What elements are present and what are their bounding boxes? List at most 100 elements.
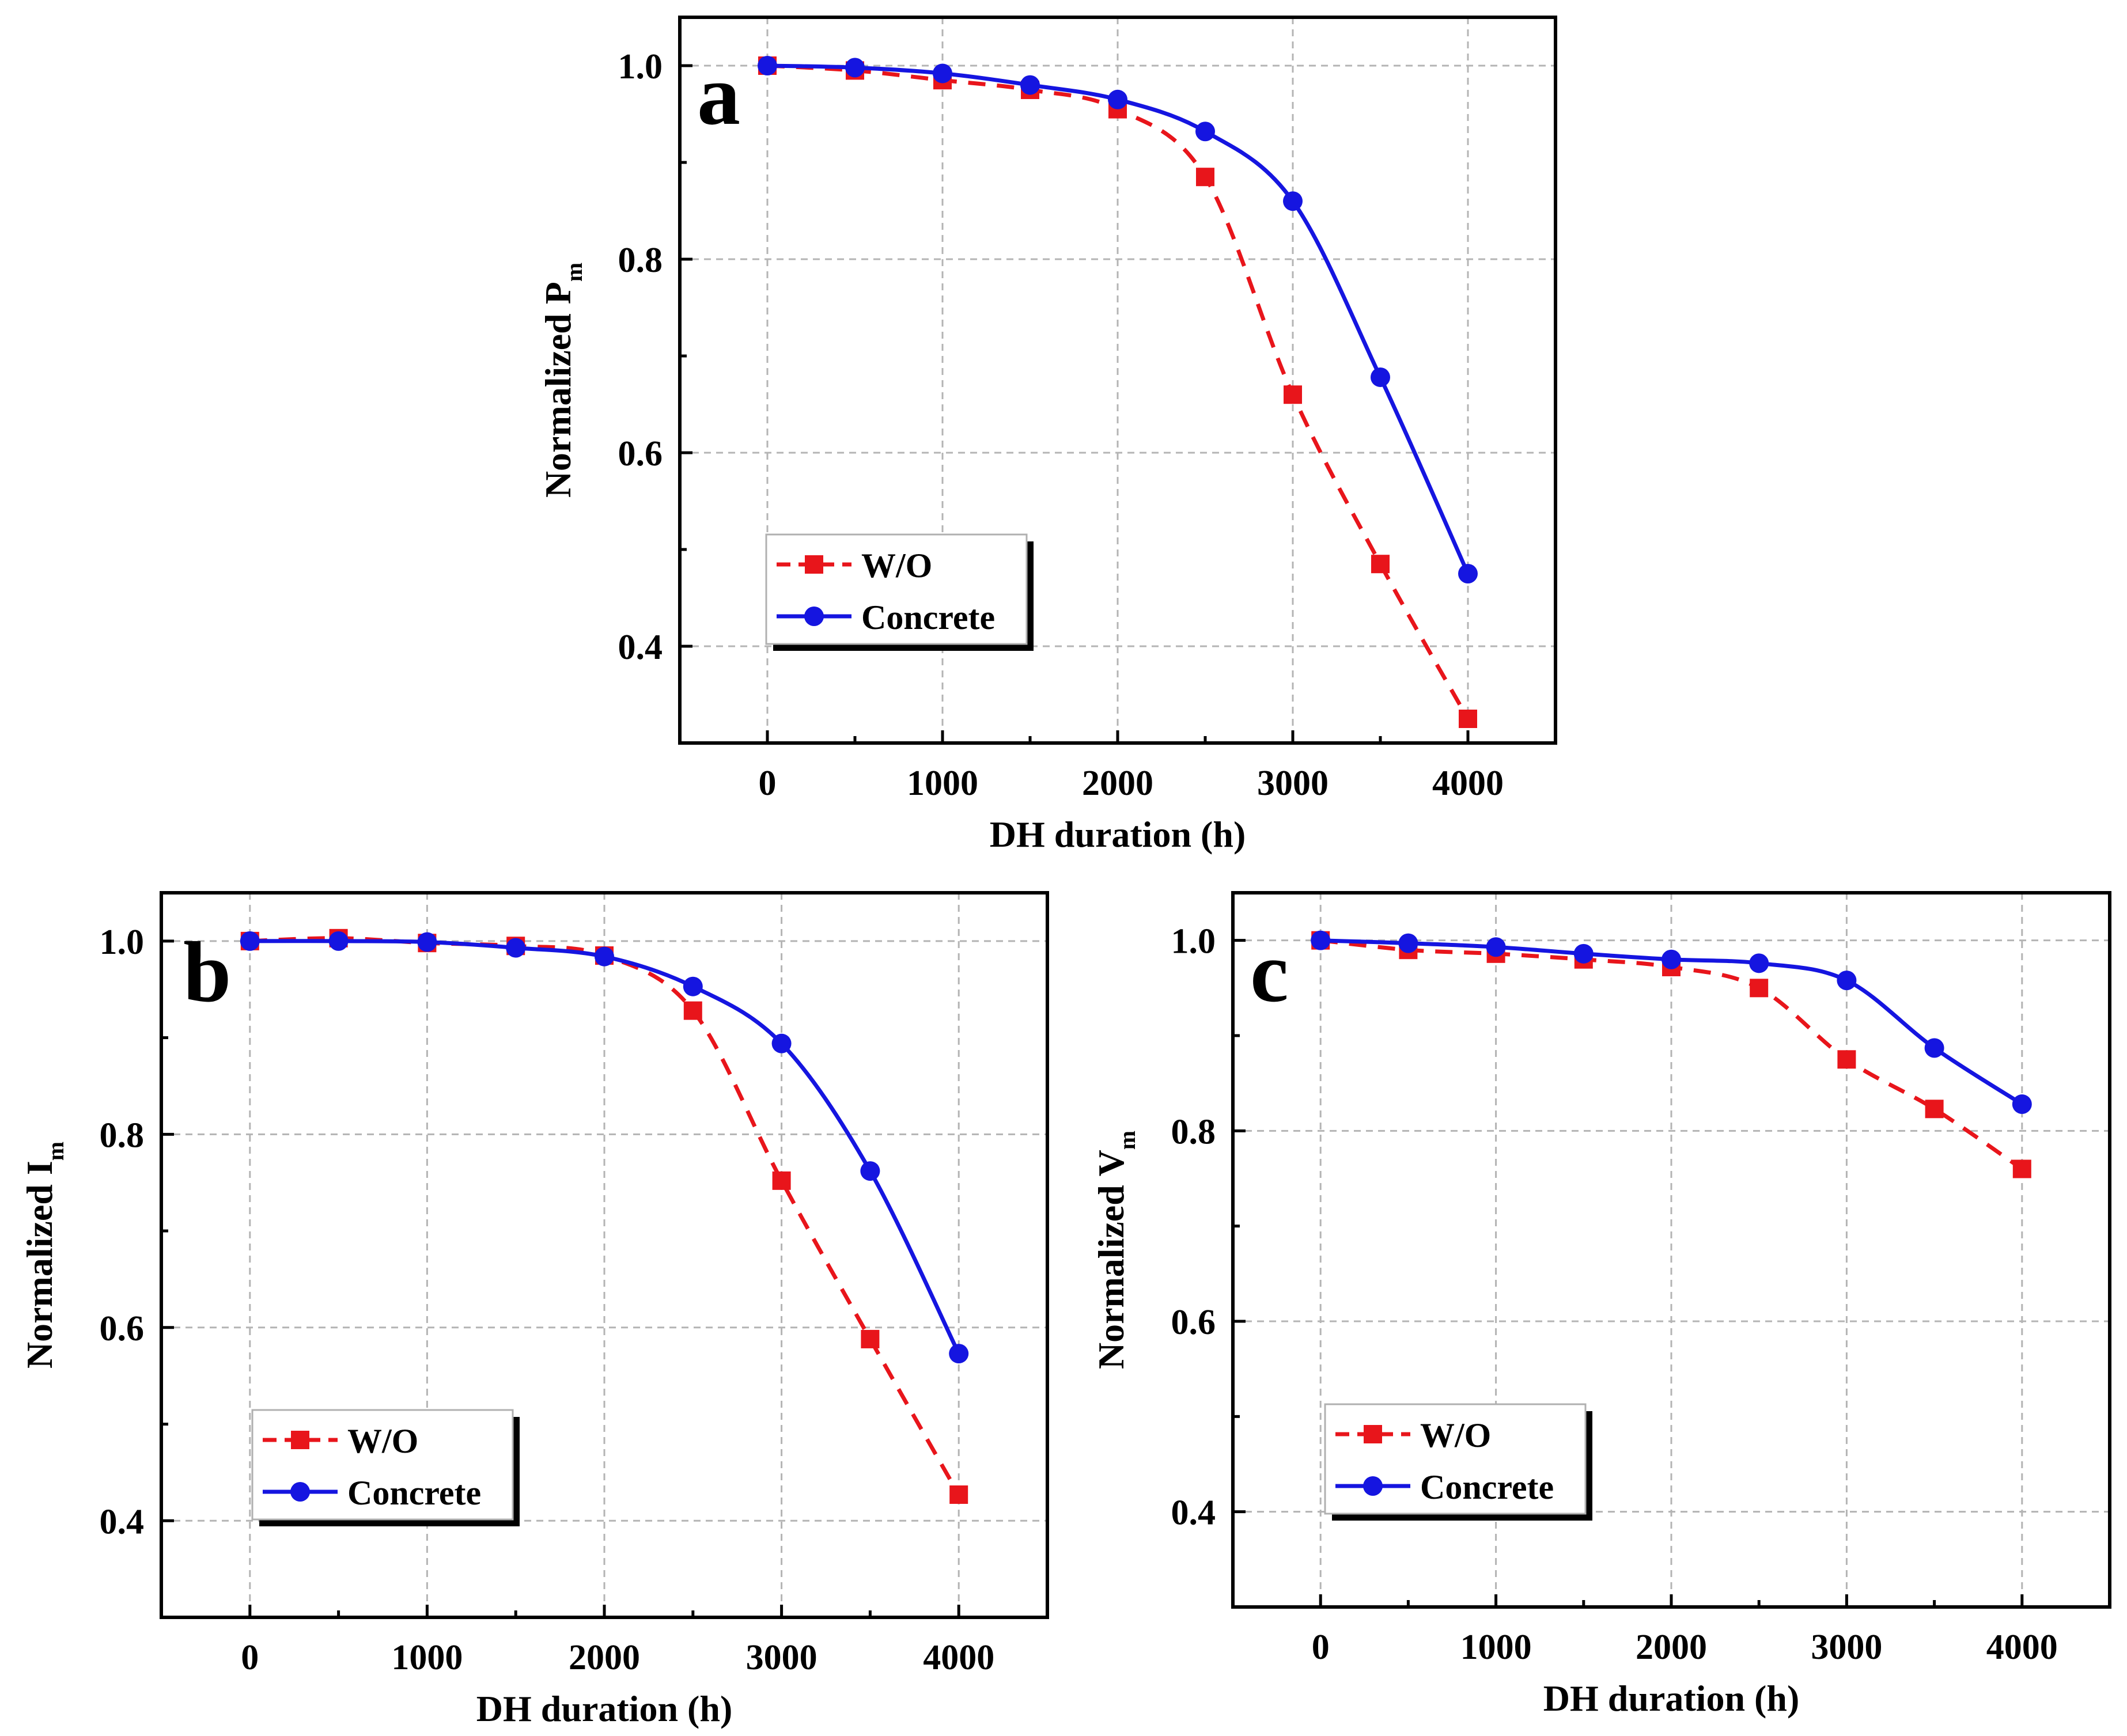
data-point — [949, 1344, 969, 1364]
x-tick-label: 2000 — [1636, 1628, 1707, 1667]
data-point — [417, 932, 437, 952]
data-point — [949, 1485, 968, 1504]
y-tick-label: 0.6 — [618, 434, 663, 473]
data-point — [772, 1171, 791, 1190]
legend-marker — [804, 607, 824, 626]
y-tick-label: 0.8 — [100, 1116, 145, 1155]
data-point — [771, 1033, 792, 1053]
data-point — [1458, 564, 1478, 583]
y-tick-label: 0.8 — [1171, 1112, 1216, 1151]
y-axis-title-main: Normalized P — [538, 282, 578, 498]
data-point — [1371, 555, 1390, 574]
data-point — [1311, 930, 1331, 950]
data-point — [683, 1001, 702, 1020]
data-point — [1459, 710, 1477, 728]
x-tick-label: 2000 — [1082, 764, 1153, 803]
series-line — [249, 936, 961, 1496]
data-point — [1573, 943, 1594, 964]
data-point — [1837, 1050, 1856, 1069]
x-tick-label: 2000 — [569, 1638, 640, 1677]
x-tick-label: 4000 — [1986, 1628, 2058, 1667]
x-tick-label: 4000 — [923, 1638, 994, 1677]
data-point — [861, 1329, 880, 1348]
x-axis-title: DH duration (h) — [476, 1688, 733, 1729]
legend-label: Concrete — [861, 598, 995, 636]
x-tick-label: 0 — [241, 1638, 259, 1677]
chart-panel-c: 0 1000 2000 3000 4000 0.4 0.6 0.8 1.0 DH duration… — [1091, 891, 2111, 1719]
data-point — [933, 63, 952, 84]
data-point — [1371, 367, 1390, 387]
data-point — [683, 976, 703, 996]
panel-letter: c — [1250, 924, 1289, 1020]
data-point — [1486, 937, 1506, 957]
panel-letter: a — [697, 47, 740, 143]
x-axis-title: DH duration (h) — [990, 814, 1246, 855]
data-point — [1196, 168, 1214, 187]
y-tick-label: 1.0 — [618, 47, 663, 86]
legend-label: W/O — [861, 547, 932, 585]
data-point — [2012, 1159, 2031, 1178]
x-tick-label: 3000 — [1257, 764, 1329, 803]
legend-marker — [290, 1482, 310, 1502]
data-point — [758, 56, 777, 75]
x-tick-label: 1000 — [1460, 1628, 1532, 1667]
x-tick-label: 3000 — [746, 1638, 818, 1677]
legend-marker — [1363, 1476, 1383, 1496]
y-axis-title-subscript: m — [43, 1142, 69, 1161]
data-point — [1283, 191, 1303, 211]
chart-panel-b: 0 1000 2000 3000 4000 0.4 0.6 0.8 1.0 DH duration… — [19, 891, 1049, 1729]
series-concrete — [240, 931, 969, 1364]
chart-panel-a: 0 1000 2000 3000 4000 0.4 0.6 0.8 1.0 DH duration… — [538, 16, 1557, 855]
legend: W/O Concrete — [251, 1409, 520, 1526]
data-point — [1662, 949, 1681, 969]
series-concrete — [1311, 930, 2032, 1115]
series-concrete — [758, 56, 1478, 583]
legend-label: Concrete — [347, 1474, 481, 1512]
data-point — [860, 1161, 880, 1181]
data-point — [2012, 1094, 2032, 1115]
y-axis-title-main: Normalized V — [1091, 1150, 1131, 1369]
data-point — [1750, 979, 1769, 998]
y-tick-label: 0.4 — [618, 628, 663, 667]
legend: W/O Concrete — [765, 533, 1034, 651]
legend-marker — [291, 1431, 309, 1449]
x-tick-label: 1000 — [907, 764, 978, 803]
y-axis-title-subscript: m — [1114, 1131, 1140, 1150]
y-tick-label: 1.0 — [100, 923, 145, 962]
y-tick-label: 0.4 — [100, 1502, 145, 1541]
y-tick-label: 0.8 — [618, 241, 663, 280]
data-point — [1925, 1100, 1944, 1119]
y-tick-label: 0.4 — [1171, 1494, 1216, 1533]
x-tick-label: 1000 — [391, 1638, 463, 1677]
legend-box — [251, 1409, 514, 1521]
y-axis-title: Normalized Vm — [1091, 1131, 1140, 1369]
data-point — [1837, 971, 1857, 991]
x-tick-label: 0 — [759, 764, 777, 803]
data-point — [1924, 1038, 1944, 1058]
y-axis-title: Normalized Im — [19, 1142, 69, 1369]
y-tick-label: 0.6 — [100, 1309, 145, 1348]
legend-label: Concrete — [1420, 1468, 1554, 1506]
data-point — [1195, 122, 1215, 142]
legend-marker — [1364, 1425, 1382, 1443]
data-point — [240, 931, 260, 951]
data-point — [845, 58, 865, 78]
y-axis-title: Normalized Pm — [538, 263, 587, 498]
series-line — [767, 63, 1470, 720]
x-tick-label: 4000 — [1432, 764, 1504, 803]
data-point — [328, 931, 349, 951]
data-point — [1749, 953, 1769, 973]
data-point — [1108, 89, 1127, 109]
data-point — [1284, 385, 1302, 404]
x-tick-label: 0 — [1312, 1628, 1330, 1667]
data-point — [1020, 75, 1040, 95]
legend-box — [765, 533, 1028, 645]
x-axis-title: DH duration (h) — [1543, 1678, 1800, 1719]
x-tick-label: 3000 — [1811, 1628, 1882, 1667]
legend-label: W/O — [347, 1422, 418, 1460]
legend: W/O Concrete — [1324, 1403, 1592, 1521]
legend-box — [1324, 1403, 1587, 1515]
data-point — [595, 946, 614, 966]
data-point — [1398, 933, 1418, 953]
